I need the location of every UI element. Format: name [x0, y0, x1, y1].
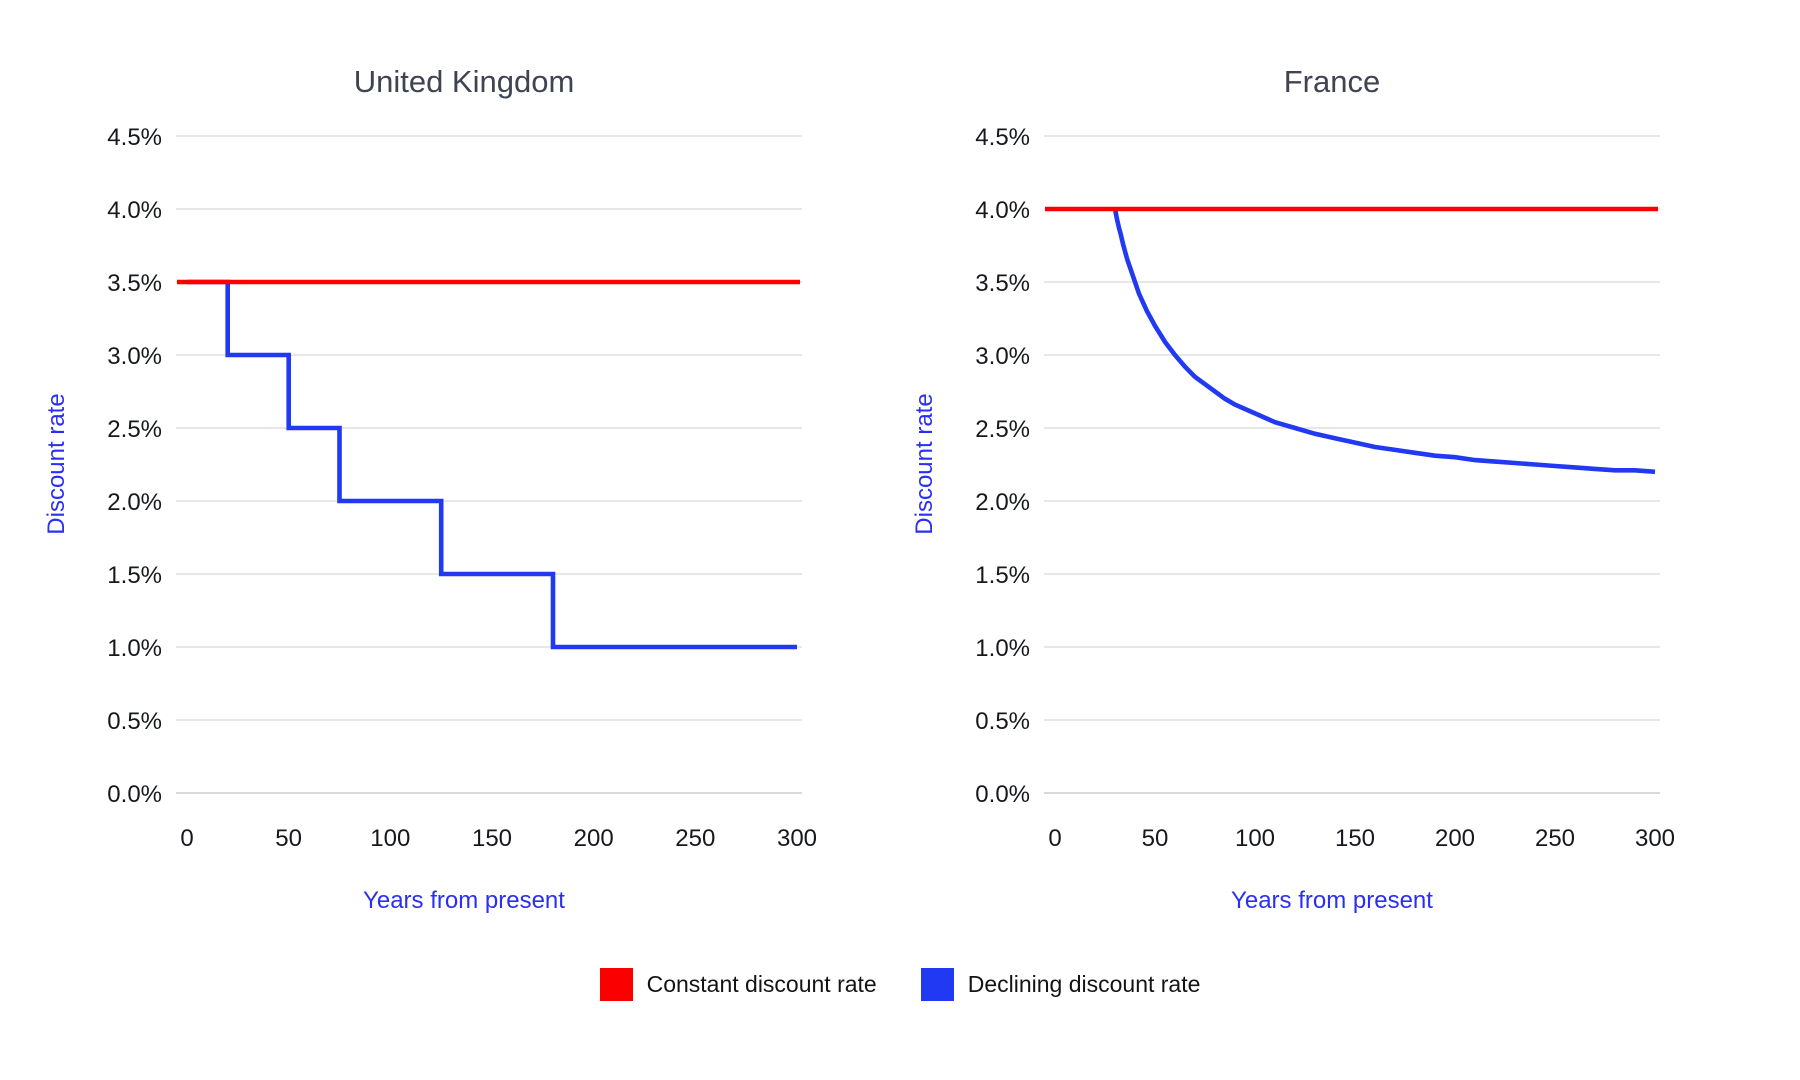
y-tick-label: 2.5%: [107, 416, 162, 443]
y-tick-label: 4.0%: [107, 197, 162, 224]
x-tick-label: 50: [1141, 825, 1169, 852]
x-tick-label: 150: [1334, 825, 1376, 852]
legend-label-constant: Constant discount rate: [646, 970, 877, 997]
y-tick-label: 2.0%: [975, 489, 1030, 516]
legend: Constant discount rate Declining discoun…: [0, 960, 1800, 1008]
y-tick-label: 4.5%: [107, 124, 162, 151]
x-tick-label: 150: [471, 825, 513, 852]
y-tick-label: 2.5%: [975, 416, 1030, 443]
x-tick-label: 50: [275, 825, 302, 852]
red-square-swatch-icon: [599, 967, 633, 1001]
y-tick-label: 0.0%: [107, 781, 162, 808]
y-tick-label: 3.0%: [107, 343, 162, 370]
y-tick-label: 4.0%: [975, 197, 1030, 224]
x-axis-title-france: Years from present: [1231, 887, 1433, 914]
chart-title-france: France: [1283, 64, 1381, 99]
blue-square-swatch-icon: [920, 967, 954, 1001]
x-tick-label: 200: [573, 825, 614, 852]
x-tick-label: 100: [370, 825, 411, 852]
legend-label-declining: Declining discount rate: [967, 970, 1201, 997]
y-tick-label: 1.0%: [107, 635, 162, 662]
x-tick-label: 300: [776, 825, 818, 852]
y-tick-label: 0.0%: [975, 781, 1030, 808]
x-tick-label: 250: [675, 825, 716, 852]
y-tick-label: 3.0%: [975, 343, 1030, 370]
y-tick-label: 1.5%: [107, 562, 162, 589]
y-tick-label: 4.5%: [975, 124, 1030, 151]
y-tick-label: 2.0%: [107, 489, 162, 516]
x-tick-label: 100: [1234, 825, 1276, 852]
x-tick-label: 250: [1534, 825, 1576, 852]
x-tick-label: 0: [1048, 825, 1062, 852]
y-tick-label: 0.5%: [107, 708, 162, 735]
x-tick-label: 300: [1634, 825, 1676, 852]
declining-rate-line-france: [1112, 208, 1656, 475]
y-tick-label: 1.5%: [975, 562, 1030, 589]
x-tick-label: 200: [1434, 825, 1476, 852]
declining-rate-line-uk: [187, 279, 797, 650]
y-tick-label: 3.5%: [975, 270, 1030, 297]
y-tick-label: 0.5%: [975, 708, 1030, 735]
chart-title-united-kingdom: United Kingdom: [353, 64, 575, 99]
y-tick-label: 3.5%: [107, 270, 162, 297]
x-axis-title-uk: Years from present: [363, 887, 565, 914]
x-tick-label: 0: [180, 825, 194, 852]
legend-item-constant: Constant discount rate: [599, 967, 877, 1001]
y-tick-label: 1.0%: [975, 635, 1030, 662]
legend-item-declining: Declining discount rate: [920, 967, 1201, 1001]
